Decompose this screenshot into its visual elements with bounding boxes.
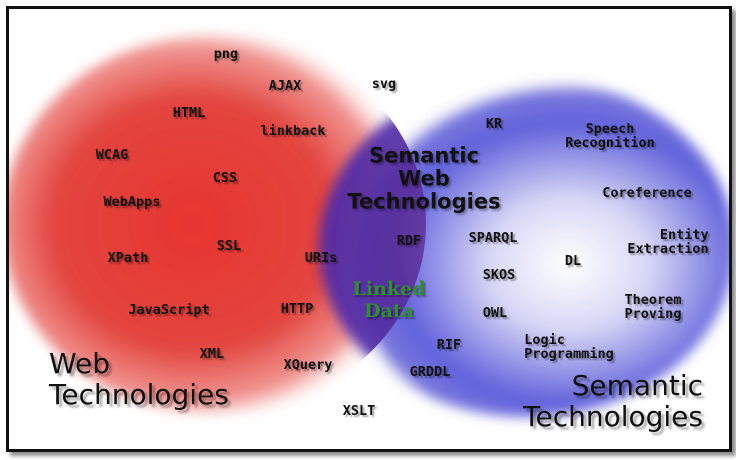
term-coreference: Coreference bbox=[602, 184, 692, 201]
entity-line2: Extraction bbox=[627, 241, 709, 257]
theorem-line2: Proving bbox=[624, 306, 682, 322]
term-webapps: WebApps bbox=[103, 193, 161, 210]
term-http: HTTP bbox=[280, 300, 314, 317]
semantic-technologies-circle bbox=[319, 77, 729, 417]
web-technologies-line2: Technologies bbox=[49, 377, 229, 411]
theorem-line1: Theorem bbox=[624, 291, 682, 308]
term-sparql: SPARQL bbox=[468, 229, 518, 246]
term-skos: SKOS bbox=[482, 266, 516, 283]
term-rif: RIF bbox=[436, 336, 462, 353]
term-logic-programming: Logic Programming bbox=[524, 331, 614, 362]
term-ajax: AJAX bbox=[268, 77, 302, 94]
term-kr: KR bbox=[485, 115, 503, 132]
semantic-web-line2: Web bbox=[398, 166, 450, 191]
term-dl: DL bbox=[564, 252, 582, 269]
term-xml: XML bbox=[199, 345, 225, 362]
term-html: HTML bbox=[172, 104, 206, 121]
term-speech-recognition: Speech Recognition bbox=[565, 120, 655, 151]
term-rdf: RDF bbox=[396, 232, 422, 249]
web-technologies-circle bbox=[9, 34, 426, 414]
term-xslt: XSLT bbox=[342, 402, 376, 419]
web-technologies-label: Web Technologies bbox=[49, 347, 229, 411]
semantic-technologies-line2: Technologies bbox=[523, 399, 703, 433]
semantic-web-line1: Semantic bbox=[368, 143, 480, 168]
linked-data-line2: Data bbox=[364, 300, 414, 322]
semantic-web-technologies-label: Semantic Web Technologies bbox=[347, 144, 500, 213]
term-linkback: linkback bbox=[260, 122, 326, 139]
linked-data-label: Linked Data bbox=[352, 278, 426, 323]
term-uris: URIs bbox=[304, 249, 338, 266]
entity-line1: Entity bbox=[659, 226, 709, 243]
term-xquery: XQuery bbox=[283, 356, 333, 373]
speech-line2: Recognition bbox=[565, 135, 655, 151]
diagram-frame: Web Technologies Semantic Technologies S… bbox=[6, 6, 732, 452]
logic-line1: Logic bbox=[524, 331, 565, 348]
linked-data-line1: Linked bbox=[352, 278, 426, 301]
term-ssl: SSL bbox=[216, 237, 242, 254]
term-entity-extraction: Entity Extraction bbox=[627, 226, 709, 257]
term-xpath: XPath bbox=[107, 249, 149, 266]
term-theorem-proving: Theorem Proving bbox=[624, 291, 682, 322]
semantic-technologies-line1: Semantic bbox=[571, 369, 703, 402]
semantic-technologies-label: Semantic Technologies bbox=[475, 369, 703, 433]
web-technologies-line1: Web bbox=[49, 347, 111, 380]
term-svg: svg bbox=[371, 75, 397, 92]
term-wcag: WCAG bbox=[95, 146, 129, 163]
term-css: CSS bbox=[212, 169, 238, 186]
term-javascript: JavaScript bbox=[128, 301, 210, 318]
term-owl: OWL bbox=[482, 304, 508, 321]
venn-circles bbox=[9, 34, 729, 417]
term-png: png bbox=[213, 45, 239, 62]
speech-line1: Speech bbox=[585, 120, 635, 137]
logic-line2: Programming bbox=[524, 346, 614, 362]
semantic-web-line3: Technologies bbox=[347, 189, 501, 214]
term-grddl: GRDDL bbox=[409, 363, 451, 380]
